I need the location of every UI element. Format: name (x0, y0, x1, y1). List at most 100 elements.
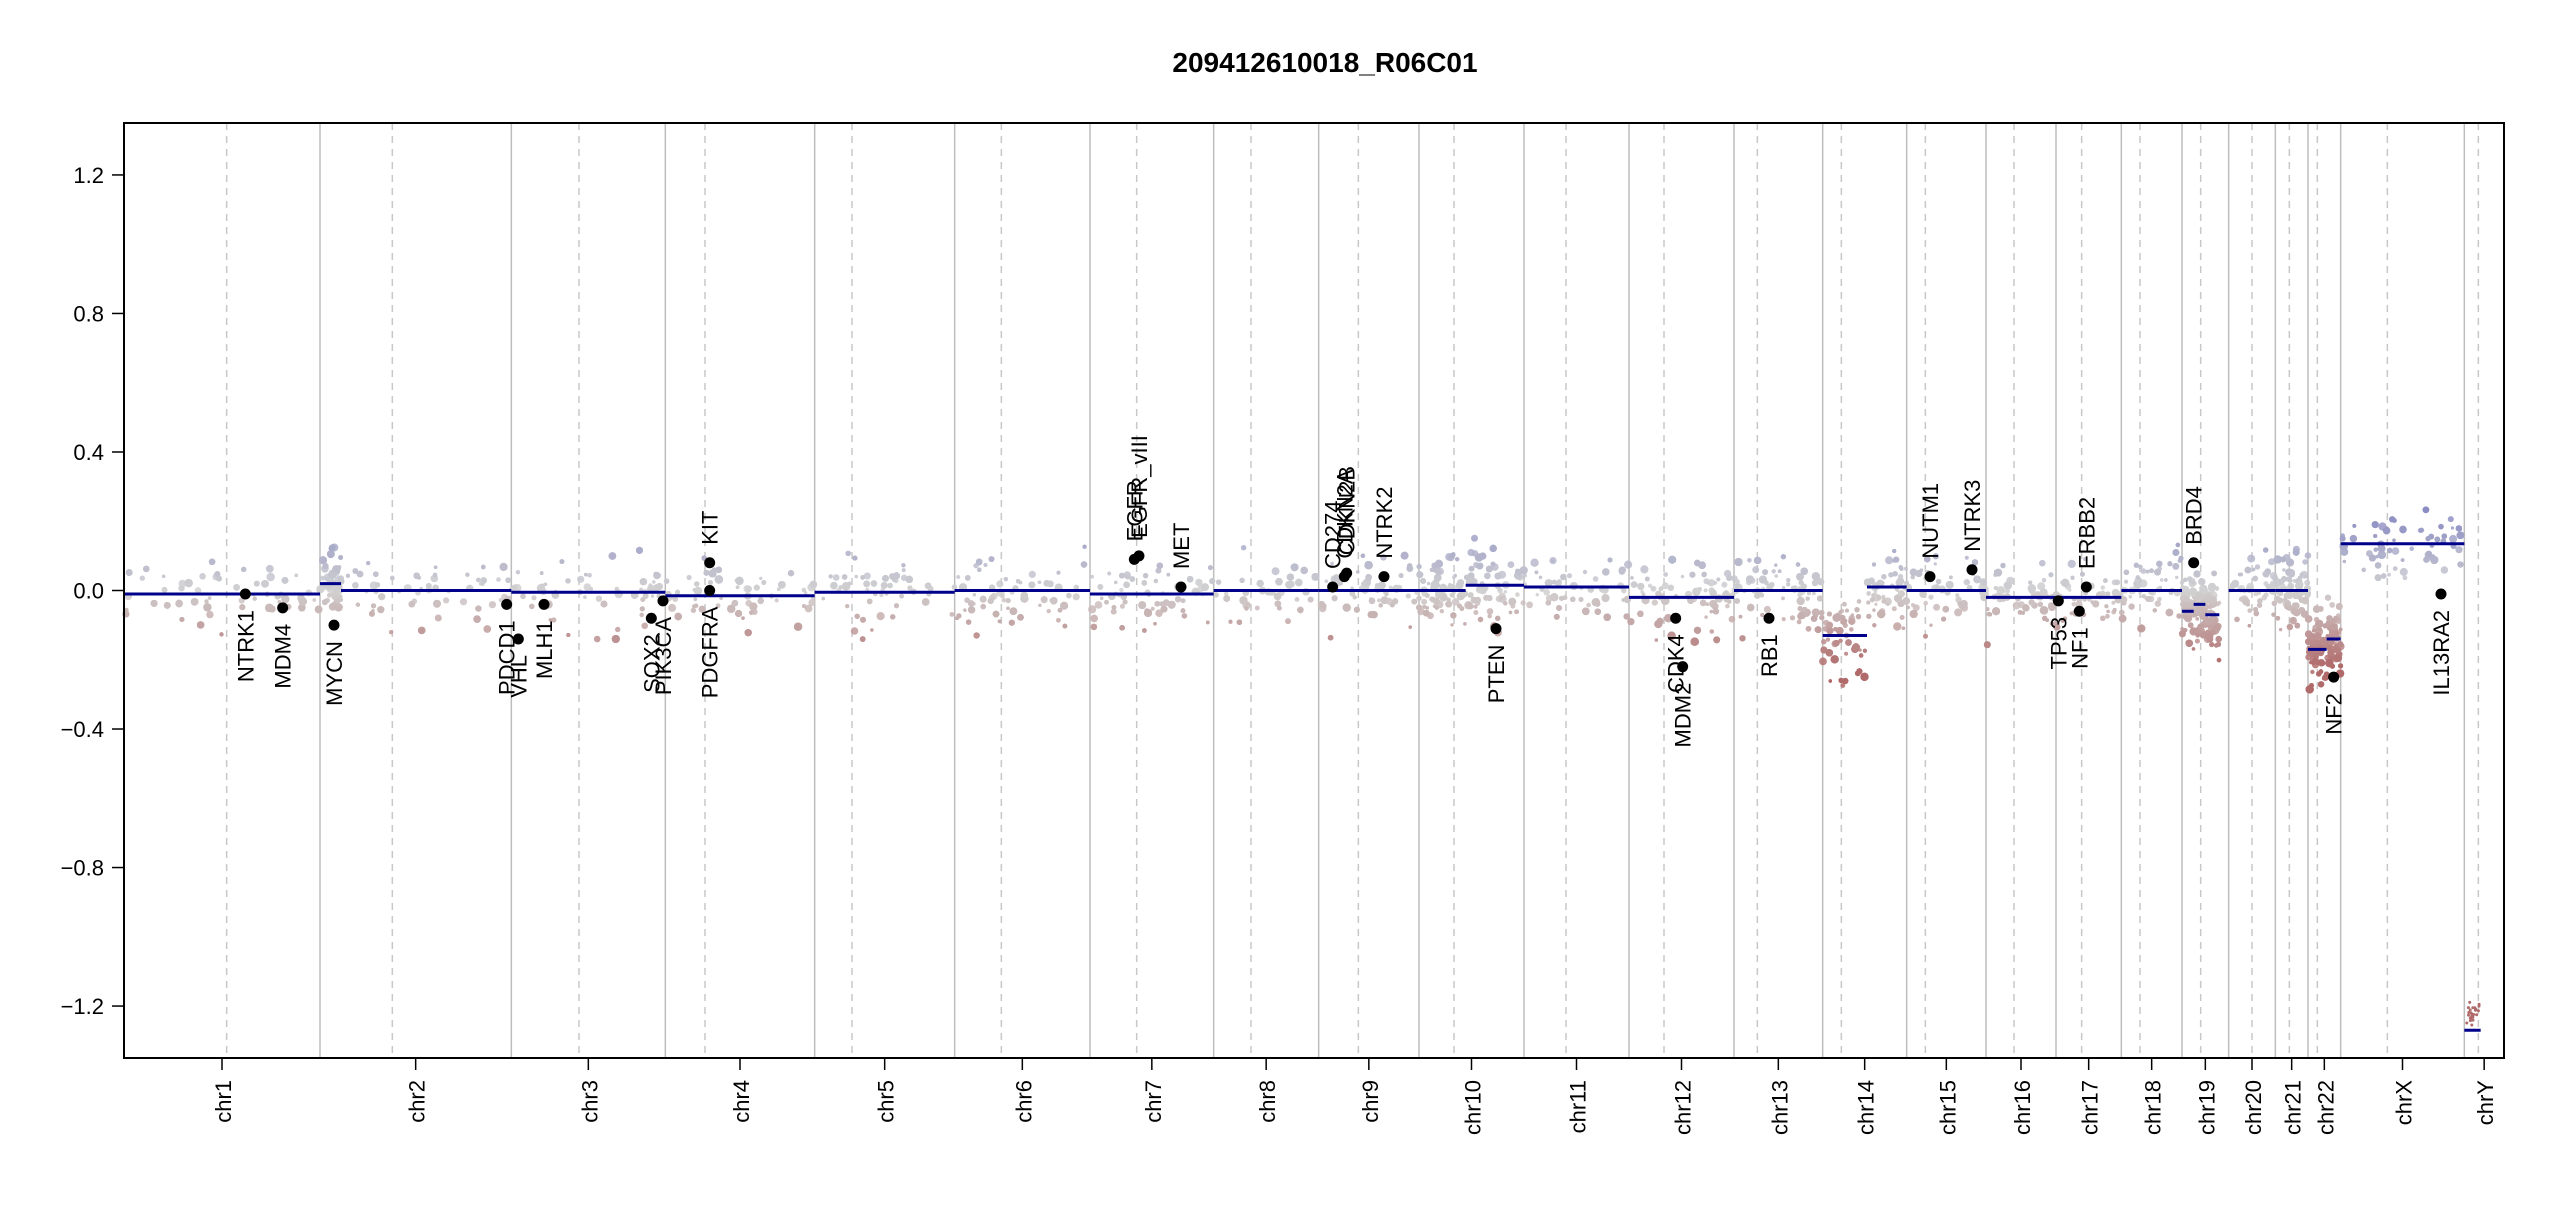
probe-point (1081, 561, 1087, 567)
probe-point (1175, 596, 1181, 602)
probe-point (694, 587, 702, 595)
probe-point (1881, 574, 1886, 579)
probe-point (179, 617, 184, 622)
probe-point (505, 577, 511, 583)
probe-point (1836, 627, 1844, 635)
probe-point (2194, 606, 2201, 613)
probe-point (2240, 573, 2243, 576)
probe-point (1063, 624, 1068, 629)
probe-point (761, 580, 766, 585)
probe-point (1856, 614, 1861, 619)
probe-point (636, 547, 643, 554)
probe-point (664, 578, 669, 583)
probe-point (2438, 524, 2443, 529)
probe-point (1208, 565, 1213, 570)
probe-point (1381, 596, 1389, 604)
probe-point (1436, 569, 1442, 575)
probe-point (1119, 625, 1125, 631)
probe-point (1389, 586, 1393, 590)
probe-point (266, 565, 274, 573)
probe-point (2252, 568, 2255, 571)
probe-point (2193, 570, 2200, 577)
probe-point (1866, 614, 1871, 619)
probe-point (2310, 670, 2314, 674)
probe-point (2334, 647, 2341, 654)
probe-point (1417, 564, 1422, 569)
probe-point (1297, 607, 1303, 613)
probe-point (2245, 567, 2252, 574)
probe-point (2208, 605, 2212, 609)
probe-point (1627, 618, 1634, 625)
probe-point (531, 595, 536, 600)
probe-point (206, 611, 213, 618)
probe-point (988, 598, 994, 604)
probe-point (1545, 579, 1552, 586)
probe-point (968, 606, 975, 613)
probe-point (1826, 638, 1830, 642)
probe-point (529, 604, 534, 609)
probe-point (208, 596, 211, 599)
probe-point (1896, 589, 1899, 592)
probe-point (687, 575, 692, 580)
probe-point (1708, 579, 1715, 586)
probe-point (2153, 608, 2157, 612)
probe-point (1088, 605, 1096, 613)
probe-point (1151, 607, 1155, 611)
probe-point (475, 606, 481, 612)
probe-point (651, 594, 654, 597)
probe-point (2392, 518, 2397, 523)
probe-point (2330, 624, 2337, 631)
probe-point (1821, 639, 1826, 644)
probe-point (1965, 556, 1969, 560)
probe-point (1774, 574, 1778, 578)
probe-point (2013, 602, 2021, 610)
probe-point (1829, 679, 1832, 682)
probe-point (1343, 604, 1351, 612)
probe-point (1790, 615, 1795, 620)
probe-point (889, 573, 895, 579)
probe-point (2217, 658, 2221, 662)
probe-point (2387, 573, 2391, 577)
probe-point (691, 608, 696, 613)
probe-point (1468, 603, 1474, 609)
probe-point (2247, 608, 2252, 613)
probe-point (963, 609, 966, 612)
probe-point (2302, 597, 2309, 604)
probe-point (2334, 654, 2342, 662)
probe-point (2211, 571, 2217, 577)
probe-point (1560, 574, 1566, 580)
probe-point (922, 598, 930, 606)
probe-point (1754, 593, 1760, 599)
probe-point (1772, 569, 1776, 573)
probe-point (590, 587, 593, 590)
probe-point (842, 574, 847, 579)
probe-point (1840, 618, 1846, 624)
probe-point (1450, 612, 1456, 618)
probe-point (1515, 592, 1520, 597)
probe-point (2176, 543, 2180, 547)
probe-point (1471, 535, 1478, 542)
probe-point (983, 563, 987, 567)
probe-point (2426, 536, 2431, 541)
probe-point (1091, 624, 1097, 630)
probe-point (1812, 572, 1820, 580)
probe-point (1760, 613, 1764, 617)
probe-point (1849, 627, 1854, 632)
probe-point (2006, 589, 2010, 593)
probe-point (1114, 581, 1117, 584)
probe-point (1367, 580, 1371, 584)
probe-point (1900, 567, 1904, 571)
probe-point (2286, 559, 2294, 567)
probe-point (1747, 604, 1754, 611)
probe-point (1549, 557, 1556, 564)
probe-point (758, 598, 764, 604)
probe-point (2018, 610, 2023, 615)
probe-point (2111, 601, 2115, 605)
probe-point (1457, 579, 1464, 586)
probe-point (356, 603, 360, 607)
probe-point (1406, 593, 1411, 598)
probe-point (1874, 590, 1878, 594)
probe-point (281, 595, 289, 603)
probe-point (1868, 578, 1875, 585)
probe-point (414, 573, 420, 579)
